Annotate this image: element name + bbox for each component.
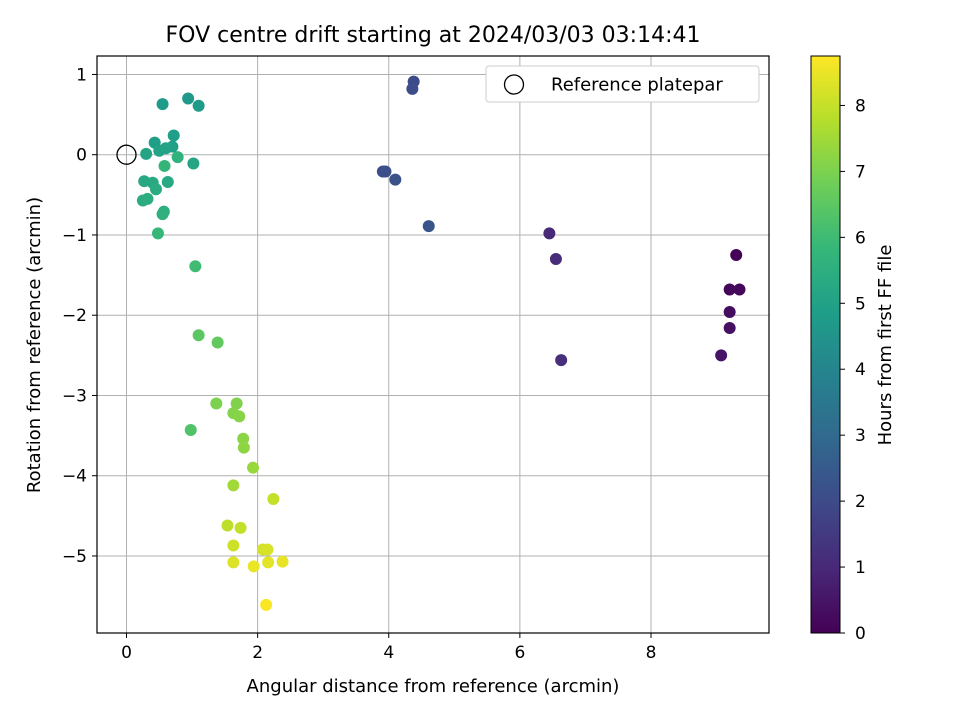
data-point: [730, 249, 743, 262]
x-axis-ticks: 0 2 4 6 8: [121, 633, 656, 663]
colorbar: 0 1 2 3 4 5 6 7 8 Hours from first FF file: [810, 55, 896, 644]
y-tick-label: −3: [62, 386, 87, 406]
data-point: [227, 539, 240, 552]
legend-reference-marker: [503, 74, 525, 95]
y-axis-label: Rotation from reference (arcmin): [24, 197, 45, 493]
data-point: [187, 157, 200, 170]
colorbar-tick-label: 1: [855, 558, 866, 578]
chart-title: FOV centre drift starting at 2024/03/03 …: [166, 23, 701, 48]
y-tick-label: 1: [76, 65, 87, 85]
data-point: [237, 441, 250, 454]
colorbar-tick-label: 7: [855, 162, 866, 182]
data-point: [389, 173, 402, 186]
y-axis-ticks: 1 0 −1 −2 −3 −4 −5: [62, 65, 97, 567]
data-point: [715, 349, 728, 362]
data-point: [158, 159, 171, 172]
colorbar-tick-label: 8: [855, 96, 866, 116]
data-point: [150, 183, 163, 196]
legend-box: [485, 65, 760, 103]
data-point: [184, 423, 197, 436]
data-point: [555, 354, 568, 367]
data-point: [221, 519, 234, 532]
data-point: [234, 521, 247, 534]
colorbar-label: Hours from first FF file: [875, 245, 896, 446]
x-axis-label: Angular distance from reference (arcmin): [247, 676, 620, 697]
legend-entry-reference: Reference platepar: [551, 75, 723, 96]
data-point: [192, 329, 205, 342]
data-point: [260, 598, 273, 611]
colorbar-ticks: 0 1 2 3 4 5 6 7 8: [840, 96, 866, 644]
data-point: [233, 410, 246, 423]
data-point: [227, 479, 240, 492]
data-point: [153, 144, 166, 157]
data-points: [136, 75, 746, 611]
data-point: [262, 556, 275, 569]
data-point: [733, 283, 746, 296]
x-tick-label: 6: [514, 643, 525, 663]
data-point: [141, 192, 154, 205]
data-point: [261, 543, 274, 556]
y-tick-label: −4: [62, 467, 87, 487]
x-tick-label: 0: [121, 643, 132, 663]
data-point: [543, 227, 556, 240]
colorbar-tick-label: 5: [855, 294, 866, 314]
y-tick-label: −5: [62, 547, 87, 567]
data-point: [723, 322, 736, 335]
reference-layer: [116, 144, 137, 165]
legend: Reference platepar: [485, 65, 760, 103]
data-point: [140, 147, 153, 160]
data-point: [723, 305, 736, 318]
colorbar-gradient: [810, 55, 841, 634]
colorbar-tick-label: 0: [855, 624, 866, 644]
y-tick-label: 0: [76, 146, 87, 166]
reference-platepar-marker: [116, 144, 137, 165]
data-point: [276, 555, 289, 568]
y-tick-label: −1: [62, 226, 87, 246]
data-point: [156, 208, 169, 221]
x-tick-label: 2: [252, 643, 263, 663]
data-point: [237, 432, 250, 445]
data-point: [247, 461, 260, 474]
grid-lines: [97, 56, 769, 633]
x-tick-label: 4: [383, 643, 394, 663]
data-point: [167, 129, 180, 142]
data-point: [171, 151, 184, 164]
data-point: [549, 253, 562, 266]
data-point: [211, 336, 224, 349]
data-point: [723, 283, 736, 296]
colorbar-tick-label: 4: [855, 360, 866, 380]
plot-frame: [96, 55, 770, 634]
data-point: [156, 98, 169, 111]
data-point: [189, 260, 202, 273]
data-point: [182, 92, 195, 105]
data-point: [422, 220, 435, 233]
data-point: [210, 397, 223, 410]
data-point: [406, 82, 419, 95]
data-point: [247, 560, 260, 573]
y-tick-label: −2: [62, 306, 87, 326]
data-point: [192, 99, 205, 112]
data-point: [161, 175, 174, 188]
x-tick-label: 8: [646, 643, 657, 663]
colorbar-tick-label: 6: [855, 228, 866, 248]
data-point: [227, 556, 240, 569]
data-point: [230, 397, 243, 410]
data-point: [379, 165, 392, 178]
data-point: [267, 492, 280, 505]
data-point: [151, 227, 164, 240]
colorbar-tick-label: 2: [855, 492, 866, 512]
colorbar-tick-label: 3: [855, 426, 866, 446]
